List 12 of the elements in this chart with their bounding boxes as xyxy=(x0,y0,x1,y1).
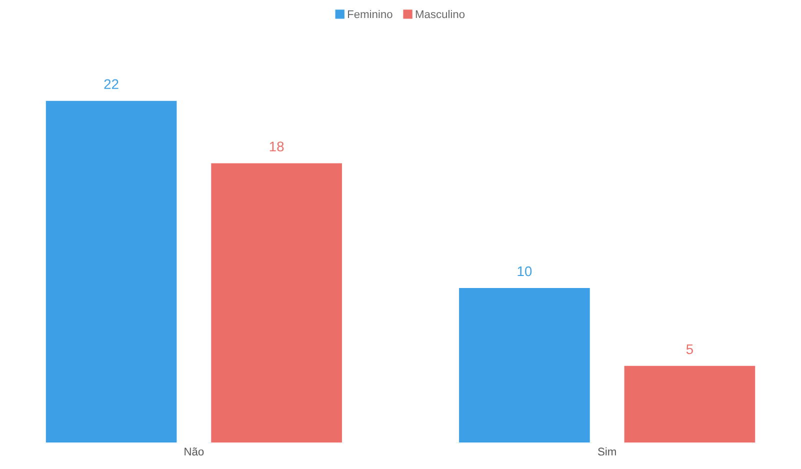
bar xyxy=(210,162,344,444)
data-label: 10 xyxy=(518,266,532,276)
legend-label: Masculino xyxy=(416,10,465,18)
x-tick-label: Sim xyxy=(598,447,616,456)
legend-label: Feminino xyxy=(348,10,392,18)
data-label: 22 xyxy=(104,79,118,89)
x-tick-label: Não xyxy=(184,447,204,456)
bar xyxy=(458,286,592,444)
bar xyxy=(622,364,756,444)
data-label: 5 xyxy=(686,344,693,354)
bar xyxy=(44,99,178,444)
data-label: 18 xyxy=(270,142,284,152)
